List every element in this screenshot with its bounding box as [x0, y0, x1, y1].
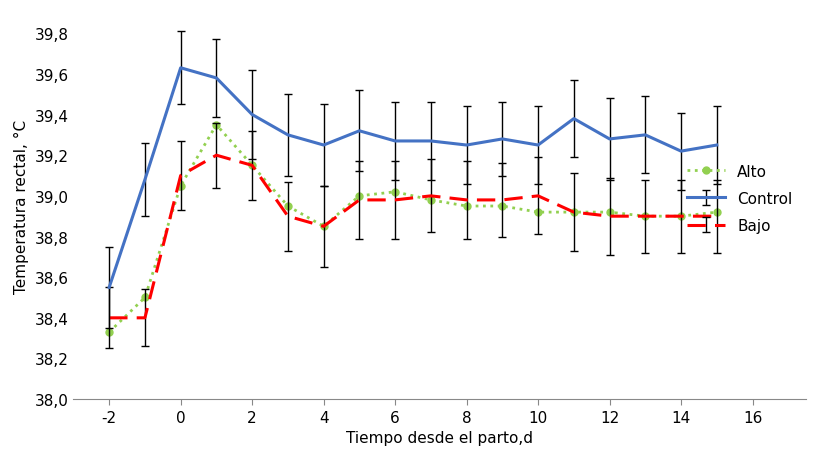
Legend: Alto, Control, Bajo: Alto, Control, Bajo — [680, 158, 798, 240]
Alto — [283, 204, 292, 209]
Alto — [640, 214, 649, 219]
Alto — [354, 194, 364, 199]
Alto — [247, 163, 256, 169]
Alto — [461, 204, 471, 209]
Alto — [104, 330, 114, 335]
Alto — [532, 210, 542, 215]
Y-axis label: Temperatura rectal, °C: Temperatura rectal, °C — [14, 120, 29, 293]
Alto — [425, 198, 435, 203]
X-axis label: Tiempo desde el parto,d: Tiempo desde el parto,d — [346, 430, 532, 445]
Alto — [676, 214, 686, 219]
Alto — [319, 224, 328, 230]
Alto — [604, 210, 613, 215]
Line: Alto: Alto — [106, 122, 719, 336]
Alto — [390, 190, 400, 195]
Alto — [175, 184, 185, 189]
Alto — [568, 210, 578, 215]
Alto — [140, 295, 150, 301]
Alto — [211, 123, 221, 128]
Alto — [711, 210, 721, 215]
Alto — [497, 204, 507, 209]
